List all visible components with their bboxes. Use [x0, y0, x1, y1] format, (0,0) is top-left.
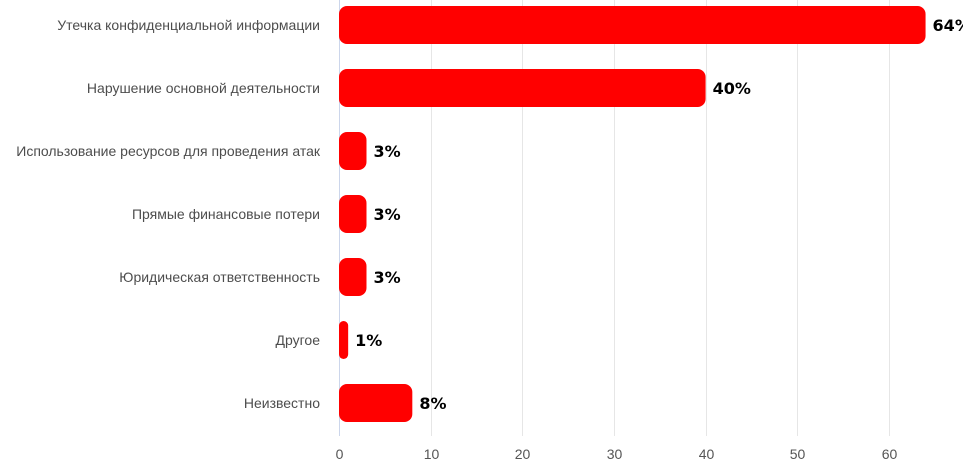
x-tick-label: 20 — [515, 446, 531, 462]
data-label: 3% — [373, 205, 400, 224]
x-tick-label: 40 — [699, 446, 715, 462]
category-label: Юридическая ответственность — [119, 269, 320, 285]
bar — [339, 195, 367, 233]
grid-lines — [431, 0, 890, 436]
bar — [339, 6, 926, 44]
x-axis: 0 10 20 30 40 50 60 — [336, 0, 898, 462]
data-label: 40% — [713, 79, 751, 98]
category-label: Нарушение основной деятельности — [87, 80, 320, 96]
x-tick-label: 0 — [336, 446, 344, 462]
category-label: Другое — [276, 332, 321, 348]
bar — [339, 132, 367, 170]
bar — [339, 69, 706, 107]
bar — [339, 258, 367, 296]
category-label: Утечка конфиденциальной информации — [57, 17, 320, 33]
bars — [339, 6, 926, 422]
category-label: Неизвестно — [244, 395, 320, 411]
x-tick-label: 50 — [790, 446, 806, 462]
data-labels: 64% 40% 3% 3% 3% 1% 8% — [355, 16, 963, 413]
data-label: 3% — [373, 268, 400, 287]
x-tick-label: 30 — [607, 446, 623, 462]
bar — [339, 384, 413, 422]
category-labels: Утечка конфиденциальной информации Наруше… — [16, 17, 321, 411]
data-label: 3% — [373, 142, 400, 161]
x-tick-label: 10 — [424, 446, 440, 462]
x-tick-label: 60 — [882, 446, 898, 462]
data-label: 64% — [933, 16, 963, 35]
data-label: 8% — [419, 394, 446, 413]
data-label: 1% — [355, 331, 382, 350]
category-label: Использование ресурсов для проведения ат… — [16, 143, 321, 159]
category-label: Прямые финансовые потери — [132, 206, 320, 222]
bar — [339, 321, 349, 359]
